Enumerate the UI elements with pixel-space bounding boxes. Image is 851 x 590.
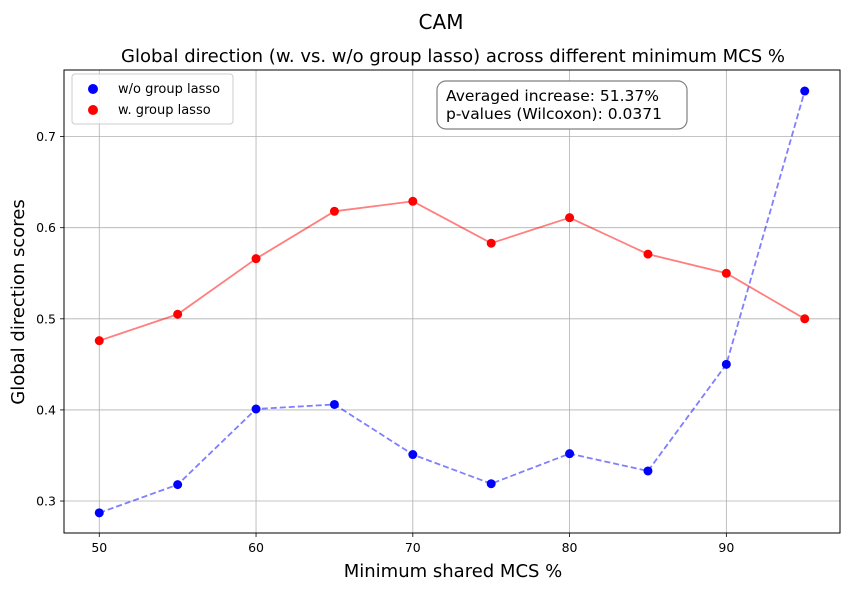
stats-annotation: Averaged increase: 51.37% p-values (Wilc…	[436, 80, 688, 130]
chart-title: Global direction (w. vs. w/o group lasso…	[121, 46, 785, 67]
y-tick-label: 0.7	[36, 129, 56, 144]
legend-label-w-group-lasso: w. group lasso	[118, 103, 211, 118]
data-point-w-o-group-lasso	[251, 404, 261, 414]
annotation-averaged-increase: Averaged increase: 51.37%	[446, 87, 659, 105]
data-point-w-group-lasso	[251, 254, 261, 264]
data-point-w-o-group-lasso	[800, 86, 810, 96]
annotation-box	[436, 80, 688, 130]
series-layer	[94, 86, 810, 518]
x-axis-label: Minimum shared MCS %	[344, 561, 563, 582]
x-tick-label: 50	[91, 540, 107, 555]
data-point-w-group-lasso	[329, 206, 339, 216]
series-line-w-o-group-lasso	[98, 90, 806, 514]
data-point-w-group-lasso	[486, 238, 496, 248]
y-axis-label: Global direction scores	[8, 199, 29, 405]
legend: w/o group lasso w. group lasso	[71, 73, 234, 125]
x-tick-label: 80	[562, 540, 578, 555]
grid-lines	[64, 70, 840, 533]
data-point-w-o-group-lasso	[173, 480, 183, 490]
legend-box	[71, 73, 234, 125]
y-tick-label: 0.3	[36, 494, 56, 509]
data-point-w-o-group-lasso	[565, 449, 575, 459]
chart-suptitle: CAM	[419, 10, 464, 34]
annotation-p-value: p-values (Wilcoxon): 0.0371	[446, 105, 662, 123]
data-point-w-group-lasso	[408, 196, 418, 206]
data-point-w-o-group-lasso	[329, 399, 339, 409]
data-point-w-o-group-lasso	[94, 508, 104, 518]
data-point-w-group-lasso	[643, 249, 653, 259]
legend-marker-w-o-group-lasso	[88, 84, 98, 94]
data-point-w-o-group-lasso	[486, 479, 496, 489]
data-point-w-group-lasso	[565, 213, 575, 223]
axis-ticks: 50 60 70 80 90 0.3 0.4 0.5 0.6 0.7	[36, 129, 734, 555]
data-point-w-group-lasso	[173, 309, 183, 319]
y-tick-label: 0.5	[36, 311, 56, 326]
legend-marker-w-group-lasso	[88, 105, 98, 115]
data-point-w-group-lasso	[721, 268, 731, 278]
legend-label-w-o-group-lasso: w/o group lasso	[118, 82, 220, 97]
data-point-w-o-group-lasso	[643, 466, 653, 476]
data-point-w-group-lasso	[800, 314, 810, 324]
x-tick-label: 60	[248, 540, 264, 555]
data-point-w-o-group-lasso	[408, 450, 418, 460]
data-point-w-group-lasso	[94, 336, 104, 346]
series-line-w-group-lasso	[98, 200, 806, 342]
x-tick-label: 90	[718, 540, 734, 555]
plot-frame	[63, 69, 841, 534]
x-tick-label: 70	[405, 540, 421, 555]
data-point-w-o-group-lasso	[721, 359, 731, 369]
y-tick-label: 0.6	[36, 220, 56, 235]
y-tick-label: 0.4	[36, 402, 56, 417]
